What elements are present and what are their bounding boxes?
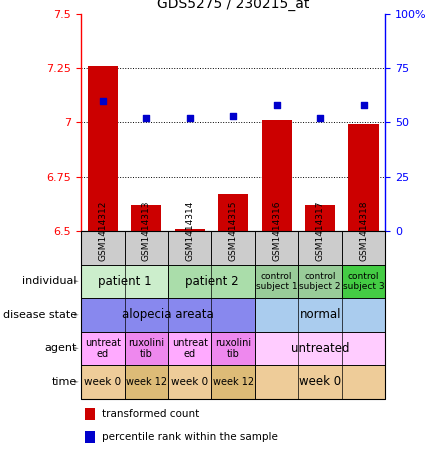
Text: control
subject 3: control subject 3 bbox=[343, 272, 385, 291]
Bar bbox=[168, 332, 212, 365]
Bar bbox=[298, 231, 342, 265]
Bar bbox=[81, 332, 124, 365]
Text: GSM1414318: GSM1414318 bbox=[359, 201, 368, 261]
Text: transformed count: transformed count bbox=[102, 409, 199, 419]
Bar bbox=[342, 265, 385, 298]
Text: GSM1414315: GSM1414315 bbox=[229, 201, 238, 261]
Text: normal: normal bbox=[300, 308, 341, 321]
Bar bbox=[255, 298, 385, 332]
Bar bbox=[212, 332, 255, 365]
Text: alopecia areata: alopecia areata bbox=[122, 308, 214, 321]
Bar bbox=[255, 265, 298, 298]
Title: GDS5275 / 230215_at: GDS5275 / 230215_at bbox=[157, 0, 309, 11]
Polygon shape bbox=[74, 313, 79, 316]
Bar bbox=[342, 231, 385, 265]
Text: control
subject 2: control subject 2 bbox=[300, 272, 341, 291]
Bar bbox=[85, 431, 95, 443]
Bar bbox=[124, 231, 168, 265]
Bar bbox=[81, 298, 255, 332]
Bar bbox=[81, 231, 124, 265]
Polygon shape bbox=[74, 347, 79, 350]
Text: control
subject 1: control subject 1 bbox=[256, 272, 297, 291]
Point bbox=[360, 101, 367, 109]
Bar bbox=[298, 265, 342, 298]
Text: week 0: week 0 bbox=[171, 377, 208, 387]
Bar bbox=[131, 205, 162, 231]
Point bbox=[99, 97, 106, 104]
Bar bbox=[212, 365, 255, 399]
Point bbox=[317, 114, 324, 121]
Bar bbox=[81, 231, 385, 399]
Bar bbox=[124, 332, 168, 365]
Text: disease state: disease state bbox=[3, 310, 77, 320]
Bar bbox=[168, 365, 212, 399]
Text: week 12: week 12 bbox=[213, 377, 254, 387]
Text: GSM1414316: GSM1414316 bbox=[272, 201, 281, 261]
Bar bbox=[255, 231, 298, 265]
Text: individual: individual bbox=[22, 276, 77, 286]
Text: time: time bbox=[51, 377, 77, 387]
Bar bbox=[212, 231, 255, 265]
Bar bbox=[261, 120, 292, 231]
Point bbox=[143, 114, 150, 121]
Bar bbox=[124, 365, 168, 399]
Text: GSM1414314: GSM1414314 bbox=[185, 201, 194, 261]
Text: week 0: week 0 bbox=[299, 376, 341, 388]
Text: ruxolini
tib: ruxolini tib bbox=[128, 337, 164, 359]
Text: ruxolini
tib: ruxolini tib bbox=[215, 337, 251, 359]
Text: week 0: week 0 bbox=[84, 377, 121, 387]
Text: untreat
ed: untreat ed bbox=[172, 337, 208, 359]
Point bbox=[230, 112, 237, 120]
Bar bbox=[85, 408, 95, 420]
Text: week 12: week 12 bbox=[126, 377, 167, 387]
Bar bbox=[305, 205, 336, 231]
Text: patient 2: patient 2 bbox=[185, 275, 238, 288]
Text: GSM1414312: GSM1414312 bbox=[98, 201, 107, 261]
Text: untreat
ed: untreat ed bbox=[85, 337, 121, 359]
Text: patient 1: patient 1 bbox=[98, 275, 152, 288]
Bar bbox=[168, 265, 255, 298]
Bar bbox=[255, 365, 385, 399]
Text: GSM1414313: GSM1414313 bbox=[142, 201, 151, 261]
Text: percentile rank within the sample: percentile rank within the sample bbox=[102, 432, 278, 442]
Bar bbox=[81, 365, 124, 399]
Text: agent: agent bbox=[44, 343, 77, 353]
Bar bbox=[168, 231, 212, 265]
Bar bbox=[88, 66, 118, 231]
Bar bbox=[174, 229, 205, 231]
Bar bbox=[255, 332, 385, 365]
Text: untreated: untreated bbox=[291, 342, 350, 355]
Point bbox=[186, 114, 193, 121]
Text: GSM1414317: GSM1414317 bbox=[316, 201, 325, 261]
Bar bbox=[81, 265, 168, 298]
Bar bbox=[218, 194, 248, 231]
Polygon shape bbox=[74, 280, 79, 283]
Bar bbox=[349, 125, 379, 231]
Point bbox=[273, 101, 280, 109]
Polygon shape bbox=[74, 381, 79, 383]
